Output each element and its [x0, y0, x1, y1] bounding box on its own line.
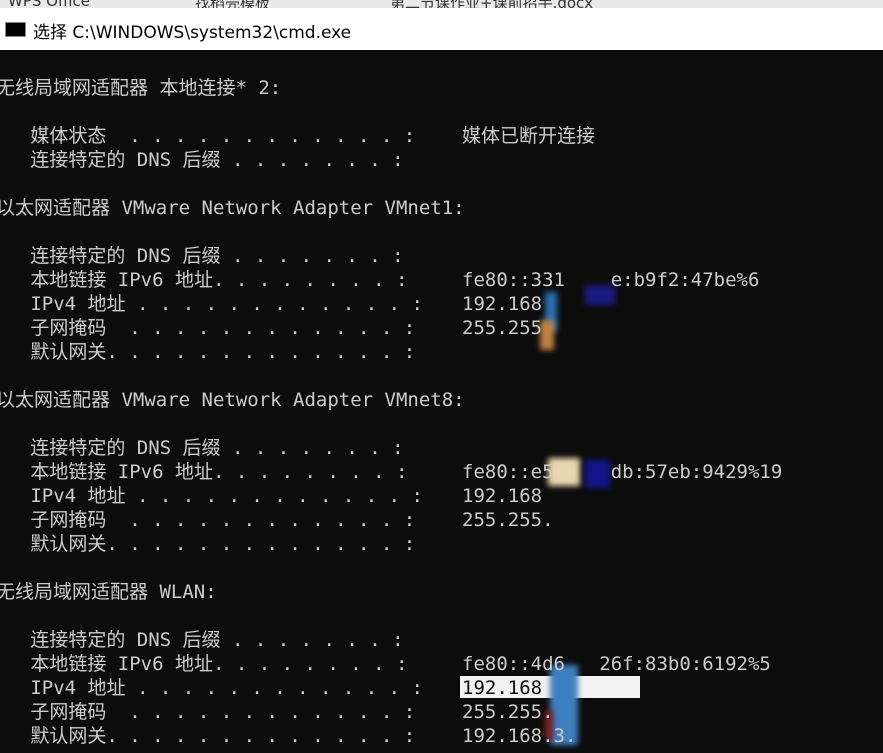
entry-label: 默认网关. . . . . . . . . . . . . : [0, 341, 416, 363]
entry-label: 连接特定的 DNS 后缀 . . . . . . . : [0, 149, 404, 171]
taskbar-item[interactable]: 第二节课作业+课前招手.docx [390, 0, 593, 8]
entry-value: 255.255. [462, 701, 554, 723]
entry-value: 192.168 [462, 293, 543, 315]
entry-value: fe80::331 e:b9f2:47be%6 [462, 269, 760, 291]
taskbar: WPS Office 找稻壳模板 第二节课作业+课前招手.docx [0, 0, 883, 8]
redaction [585, 285, 615, 305]
entry-label: 默认网关. . . . . . . . . . . . . : [0, 533, 416, 555]
entry-label: 连接特定的 DNS 后缀 . . . . . . . : [0, 437, 404, 459]
entry-value: 192.168 [462, 485, 543, 507]
console: 无线局域网适配器 本地连接* 2: 媒体状态 . . . . . . . . .… [0, 50, 883, 753]
window-title: 选择 C:\WINDOWS\system32\cmd.exe [33, 23, 352, 43]
taskbar-item[interactable]: 找稻壳模板 [195, 0, 270, 8]
entry-label: 连接特定的 DNS 后缀 . . . . . . . : [0, 629, 404, 651]
section-heading: 以太网适配器 VMware Network Adapter VMnet1: [0, 197, 465, 219]
entry-label: 子网掩码 . . . . . . . . . . . . : [0, 317, 416, 339]
entry-value: 255.255 [462, 317, 543, 339]
entry-value: 192.168 [462, 677, 543, 699]
entry-value: fe80::e5 db:57eb:9429%19 [462, 461, 783, 483]
entry-label: 默认网关. . . . . . . . . . . . . : [0, 725, 416, 747]
entry-label: 本地链接 IPv6 地址. . . . . . . . : [0, 653, 408, 675]
entry-label: 连接特定的 DNS 后缀 . . . . . . . : [0, 245, 404, 267]
section-heading: 以太网适配器 VMware Network Adapter VMnet8: [0, 389, 465, 411]
entry-label: 子网掩码 . . . . . . . . . . . . : [0, 701, 416, 723]
entry-label: 媒体状态 . . . . . . . . . . . . : [0, 125, 416, 147]
entry-value: 255.255. [462, 509, 554, 531]
section-heading: 无线局域网适配器 WLAN: [0, 581, 217, 603]
section-heading: 无线局域网适配器 本地连接* 2: [0, 77, 282, 99]
entry-value: fe80::4d6 26f:83b0:6192%5 [462, 653, 771, 675]
entry-label: IPv4 地址 . . . . . . . . . . . . : [0, 485, 423, 507]
entry-label: 本地链接 IPv6 地址. . . . . . . . : [0, 461, 408, 483]
entry-value: 媒体已断开连接 [462, 125, 596, 147]
entry-label: 子网掩码 . . . . . . . . . . . . : [0, 509, 416, 531]
redaction [550, 665, 578, 745]
entry-label: IPv4 地址 . . . . . . . . . . . . : [0, 677, 423, 699]
redaction [548, 458, 580, 486]
entry-label: 本地链接 IPv6 地址. . . . . . . . : [0, 269, 408, 291]
entry-label: IPv4 地址 . . . . . . . . . . . . : [0, 293, 423, 315]
title-bar: 选择 C:\WINDOWS\system32\cmd.exe [0, 8, 883, 50]
redaction [585, 460, 610, 488]
entry-value: 192.168.3. [462, 725, 577, 747]
redaction [540, 320, 554, 350]
taskbar-item[interactable]: WPS Office [8, 0, 90, 8]
cmd-icon [5, 22, 26, 37]
redaction [545, 710, 553, 740]
